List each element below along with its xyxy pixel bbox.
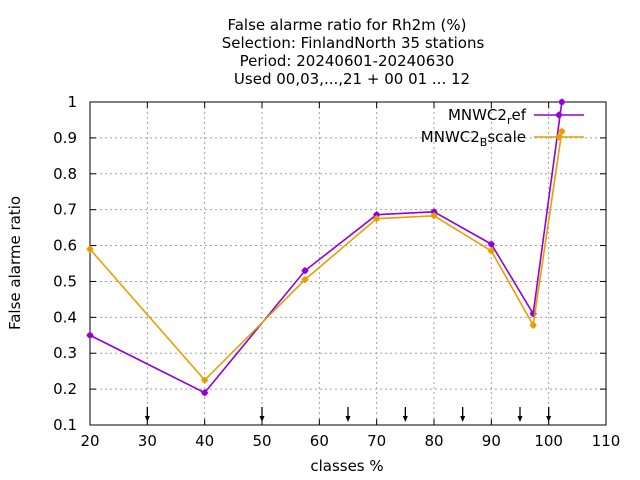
x-tick-label: 80 <box>424 432 443 450</box>
legend-label: MNWC2Bscale <box>421 128 526 149</box>
x-tick-label: 60 <box>310 432 329 450</box>
arrow-marker <box>402 407 408 422</box>
title-line-3: Period: 20240601-20240630 <box>240 52 455 70</box>
data-point <box>201 389 209 397</box>
arrow-head <box>402 416 408 422</box>
data-point <box>430 212 438 220</box>
arrow-head <box>144 416 150 422</box>
arrow-marker <box>460 407 466 422</box>
x-tick-label: 20 <box>80 432 99 450</box>
arrow-head <box>460 416 466 422</box>
data-point <box>201 376 209 384</box>
x-tick-label: 50 <box>252 432 271 450</box>
x-tick-label: 40 <box>195 432 214 450</box>
plot-frame <box>89 101 607 426</box>
arrow-head <box>546 416 552 422</box>
series-layer <box>86 98 566 397</box>
data-point <box>301 267 309 275</box>
y-tick-label: 0.5 <box>53 272 77 290</box>
y-tick-label: 0.4 <box>53 308 77 326</box>
title-line-1: False alarme ratio for Rh2m (%) <box>227 16 466 34</box>
series-2 <box>86 127 566 384</box>
data-point <box>301 276 309 284</box>
x-tick-label: 70 <box>367 432 386 450</box>
x-tick-label: 100 <box>534 432 563 450</box>
data-point <box>373 215 381 223</box>
y-tick-label: 0.8 <box>53 165 77 183</box>
y-tick-label: 0.1 <box>53 416 77 434</box>
data-point <box>529 321 537 329</box>
arrow-marker <box>517 407 523 422</box>
y-tick-label: 0.6 <box>53 237 77 255</box>
arrow-marker <box>259 407 265 422</box>
y-tick-label: 0.9 <box>53 129 77 147</box>
data-point <box>558 98 566 106</box>
arrow-head <box>517 416 523 422</box>
data-point <box>558 127 566 135</box>
x-axis-label: classes % <box>310 457 383 475</box>
legend-entry: MNWC2ref <box>448 106 584 127</box>
title-line-2: Selection: FinlandNorth 35 stations <box>222 34 485 52</box>
y-axis-label: False alarme ratio <box>6 196 24 330</box>
legend-label: MNWC2ref <box>448 106 527 127</box>
x-tick-label: 30 <box>138 432 157 450</box>
legend-entry: MNWC2Bscale <box>421 128 584 149</box>
y-tick-label: 0.3 <box>53 344 77 362</box>
series-line <box>89 131 563 382</box>
y-tick-label: 0.2 <box>53 380 77 398</box>
arrow-head <box>345 416 351 422</box>
grid <box>90 102 606 425</box>
data-point <box>86 331 94 339</box>
arrow-markers <box>144 407 552 422</box>
series-line <box>89 101 563 394</box>
arrow-marker <box>546 407 552 422</box>
x-tick-label: 110 <box>592 432 621 450</box>
data-point <box>487 240 495 248</box>
arrow-head <box>259 416 265 422</box>
y-tick-label: 0.7 <box>53 201 77 219</box>
x-tick-label: 90 <box>482 432 501 450</box>
arrow-marker <box>345 407 351 422</box>
data-point <box>86 245 94 253</box>
arrow-marker <box>144 407 150 422</box>
title-line-4: Used 00,03,...,21 + 00 01 ... 12 <box>234 70 470 88</box>
chart-title: False alarme ratio for Rh2m (%) Selectio… <box>222 16 485 88</box>
y-tick-label: 1 <box>67 93 77 111</box>
axis-ticks: 20 30 40 50 60 70 80 90 100 110 0.1 0.2 0.3 0.4 0.5 0.6… <box>53 93 620 450</box>
data-point <box>487 247 495 255</box>
